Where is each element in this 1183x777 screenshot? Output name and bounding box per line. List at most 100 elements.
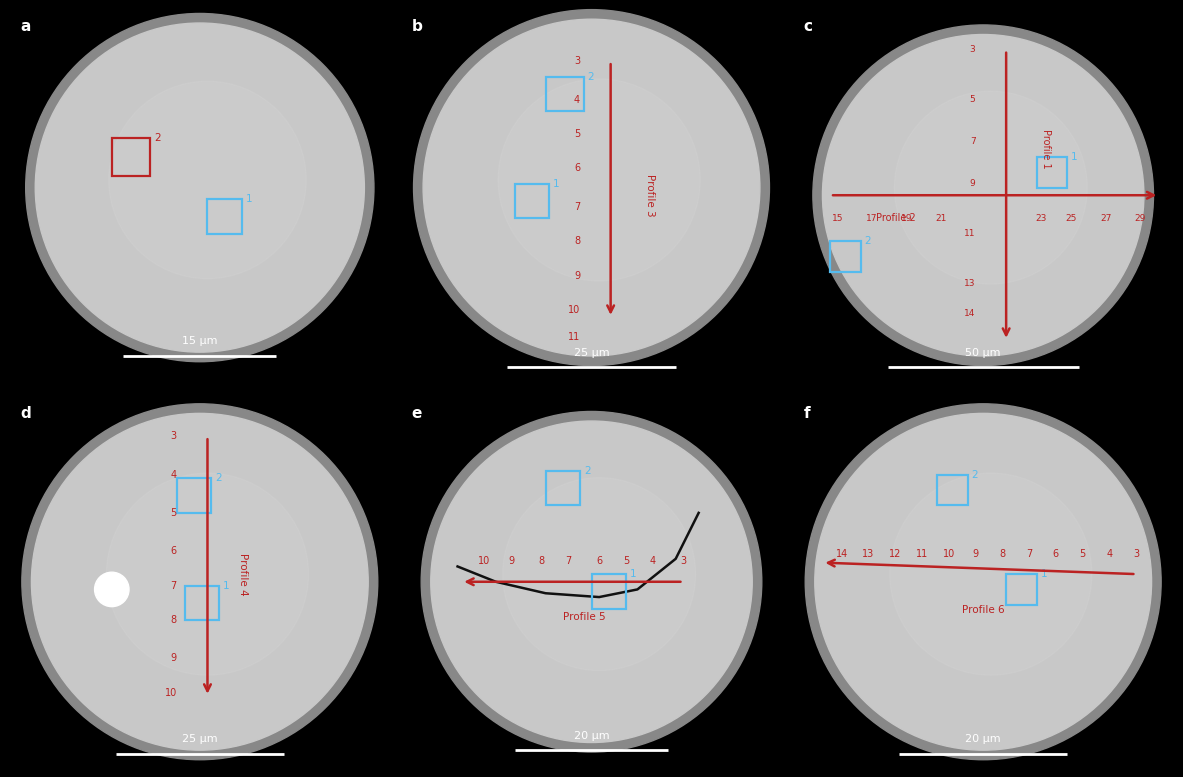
Text: 17: 17 (866, 214, 878, 223)
Text: 7: 7 (970, 138, 976, 146)
Circle shape (813, 25, 1153, 365)
Text: 7: 7 (574, 202, 580, 211)
Text: 8: 8 (1000, 549, 1006, 559)
Text: 19: 19 (901, 214, 912, 223)
Bar (1007, 574, 1036, 605)
Text: 3: 3 (574, 56, 580, 66)
Bar (830, 241, 861, 272)
Text: 50 μm: 50 μm (965, 348, 1001, 358)
Circle shape (35, 23, 364, 352)
Bar (545, 77, 584, 111)
Text: 2: 2 (865, 236, 871, 246)
Circle shape (431, 421, 752, 743)
Text: 6: 6 (574, 163, 580, 173)
Text: 6: 6 (1053, 549, 1059, 559)
Text: 4: 4 (574, 95, 580, 105)
Text: Profile 2: Profile 2 (877, 213, 916, 223)
Bar (176, 479, 212, 513)
Text: 9: 9 (574, 270, 580, 280)
Bar (1036, 157, 1067, 187)
Text: c: c (803, 19, 813, 34)
Circle shape (503, 478, 696, 671)
Circle shape (32, 413, 368, 750)
Circle shape (890, 473, 1092, 675)
Text: 1: 1 (222, 580, 230, 591)
Text: 8: 8 (170, 615, 176, 625)
Text: Profile 6: Profile 6 (962, 605, 1004, 615)
Text: 10: 10 (568, 305, 580, 315)
Text: 2: 2 (588, 71, 594, 82)
Text: 4: 4 (649, 556, 655, 566)
Text: 8: 8 (538, 556, 545, 566)
Text: 23: 23 (1035, 214, 1046, 223)
Text: Profile 5: Profile 5 (563, 612, 606, 622)
Text: 10: 10 (943, 549, 955, 559)
Text: 5: 5 (574, 129, 580, 139)
Text: 11: 11 (568, 332, 580, 342)
Circle shape (822, 34, 1144, 356)
Text: 2: 2 (215, 473, 221, 483)
Text: 1: 1 (1041, 569, 1047, 579)
Text: Profile 3: Profile 3 (645, 174, 655, 217)
Text: 25 μm: 25 μm (182, 734, 218, 744)
Text: 7: 7 (170, 580, 176, 591)
Text: 13: 13 (862, 549, 874, 559)
Text: 15 μm: 15 μm (182, 336, 218, 347)
Text: 1: 1 (554, 179, 560, 189)
Text: 9: 9 (970, 179, 976, 188)
Text: 8: 8 (574, 236, 580, 246)
Text: 2: 2 (971, 469, 978, 479)
Text: 1: 1 (1071, 152, 1078, 162)
Text: 3: 3 (970, 45, 976, 54)
Circle shape (806, 404, 1162, 760)
Circle shape (109, 81, 306, 279)
Text: 10: 10 (164, 688, 176, 698)
Text: 25 μm: 25 μm (574, 348, 609, 358)
Text: 15: 15 (832, 214, 843, 223)
Text: 14: 14 (964, 309, 976, 319)
Circle shape (26, 13, 374, 362)
Text: 2: 2 (154, 133, 161, 143)
Text: 7: 7 (565, 556, 571, 566)
Bar (185, 586, 219, 620)
Text: 3: 3 (680, 556, 686, 566)
Text: 6: 6 (170, 546, 176, 556)
Text: 4: 4 (170, 469, 176, 479)
Text: 20 μm: 20 μm (965, 734, 1001, 744)
Text: 25: 25 (1066, 214, 1077, 223)
Text: 11: 11 (916, 549, 929, 559)
Text: Profile 1: Profile 1 (1041, 130, 1051, 169)
Text: 2: 2 (584, 465, 590, 476)
Text: d: d (20, 406, 31, 420)
Text: 7: 7 (1026, 549, 1033, 559)
Text: b: b (412, 19, 422, 34)
Text: 9: 9 (508, 556, 515, 566)
Text: f: f (803, 406, 810, 420)
Text: 1: 1 (246, 194, 252, 204)
Bar (112, 138, 150, 176)
Text: 9: 9 (170, 653, 176, 664)
Text: 5: 5 (170, 508, 176, 518)
Text: 9: 9 (972, 549, 978, 559)
Text: 13: 13 (964, 279, 976, 287)
Text: 10: 10 (478, 556, 491, 566)
Bar (207, 199, 241, 234)
Bar (937, 475, 968, 505)
Text: 12: 12 (888, 549, 901, 559)
Text: 21: 21 (936, 214, 946, 223)
Circle shape (95, 572, 129, 607)
Text: 5: 5 (622, 556, 629, 566)
Bar (545, 471, 580, 505)
Circle shape (894, 91, 1087, 284)
Text: 11: 11 (964, 229, 976, 238)
Circle shape (21, 404, 377, 760)
Circle shape (106, 473, 309, 675)
Text: 3: 3 (1133, 549, 1139, 559)
Text: 6: 6 (596, 556, 602, 566)
Circle shape (424, 19, 759, 356)
Text: 5: 5 (1080, 549, 1086, 559)
Circle shape (498, 79, 700, 281)
Text: 3: 3 (170, 431, 176, 441)
Circle shape (414, 9, 769, 365)
Bar (592, 574, 626, 608)
